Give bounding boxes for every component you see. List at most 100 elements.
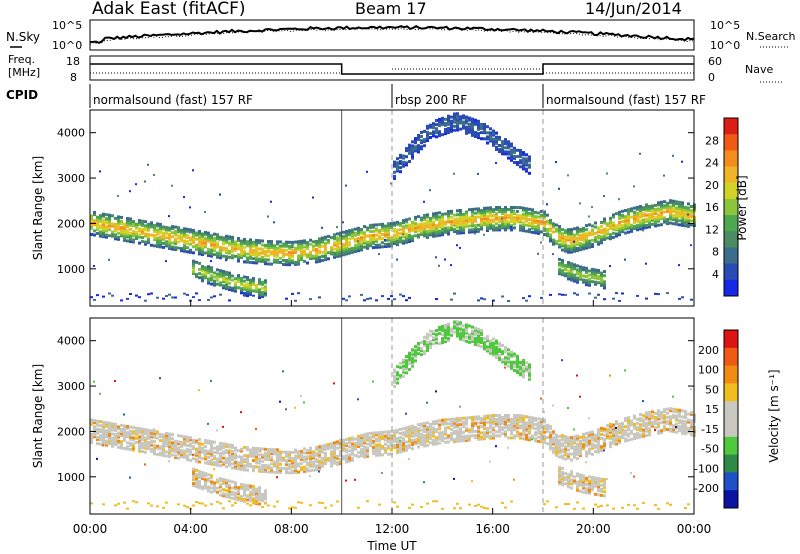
echo-cell <box>498 420 501 424</box>
echo-cell <box>441 431 444 434</box>
echo-cell <box>300 458 303 461</box>
echo-cell <box>549 443 552 447</box>
echo-cell <box>258 465 261 469</box>
echo-cell <box>501 428 504 432</box>
echo-cell <box>483 206 486 210</box>
echo-cell <box>624 258 626 261</box>
echo-cell <box>135 183 137 186</box>
echo-cell <box>408 368 411 371</box>
echo-cell <box>357 228 360 232</box>
echo-cell <box>93 435 96 439</box>
echo-cell <box>681 160 683 163</box>
echo-cell <box>219 493 222 497</box>
echo-cell <box>432 440 435 444</box>
echo-cell <box>339 239 342 243</box>
echo-cell <box>144 442 147 446</box>
echo-cell <box>495 430 498 434</box>
echo-cell <box>216 276 219 280</box>
echo-cell <box>303 469 306 473</box>
echo-cell <box>519 363 522 367</box>
echo-cell <box>561 273 564 277</box>
echo-cell <box>558 235 561 239</box>
echo-cell <box>465 331 468 335</box>
echo-cell <box>555 435 558 439</box>
echo-cell <box>645 427 648 431</box>
echo-cell <box>642 220 645 224</box>
echo-cell <box>402 366 405 370</box>
echo-cell <box>531 418 534 422</box>
echo-cell <box>585 476 588 480</box>
echo-cell <box>597 481 600 485</box>
echo-cell <box>519 367 522 371</box>
echo-cell <box>402 441 405 445</box>
echo-cell <box>618 428 621 432</box>
echo-cell <box>591 446 594 450</box>
echo-cell <box>108 421 111 425</box>
echo-cell <box>228 453 231 457</box>
echo-cell <box>327 459 330 463</box>
echo-cell <box>204 474 207 478</box>
echo-cell <box>171 433 174 437</box>
echo-cell <box>213 481 216 485</box>
echo-cell <box>132 220 135 224</box>
echo-cell <box>480 435 483 439</box>
echo-cell <box>546 219 549 223</box>
echo-cell <box>348 249 351 253</box>
echo-cell <box>345 450 348 454</box>
echo-cell <box>192 471 195 475</box>
echo-cell <box>417 136 420 140</box>
echo-cell <box>627 424 630 428</box>
echo-cell <box>684 212 687 216</box>
echo-cell <box>237 486 240 490</box>
echo-cell <box>192 235 195 238</box>
echo-cell <box>324 237 327 241</box>
echo-cell <box>528 295 531 298</box>
echo-cell <box>273 452 276 456</box>
echo-cell <box>198 450 201 454</box>
echo-cell <box>486 420 489 424</box>
echo-cell <box>141 236 144 239</box>
echo-cell <box>426 135 429 138</box>
echo-cell <box>393 445 396 449</box>
echo-cell <box>435 135 438 139</box>
echo-cell <box>573 245 576 249</box>
echo-cell <box>411 356 414 360</box>
echo-cell <box>519 214 522 218</box>
echo-cell <box>222 276 225 280</box>
echo-cell <box>603 270 606 274</box>
echo-cell <box>246 498 249 502</box>
echo-cell <box>564 482 567 486</box>
echo-cell <box>531 426 534 430</box>
echo-cell <box>651 214 654 218</box>
echo-cell <box>447 339 450 342</box>
echo-cell <box>423 436 426 440</box>
echo-cell <box>432 500 435 503</box>
echo-cell <box>114 441 117 445</box>
echo-cell <box>213 247 216 250</box>
echo-cell <box>603 284 606 288</box>
echo-cell <box>459 323 462 327</box>
echo-cell <box>153 234 156 238</box>
power-ylabel: Slant Range [km] <box>31 156 45 260</box>
echo-cell <box>489 206 492 210</box>
echo-cell <box>471 434 474 438</box>
echo-cell <box>198 250 201 254</box>
echo-cell <box>351 446 354 450</box>
echo-cell <box>456 229 459 233</box>
echo-cell <box>210 282 213 286</box>
echo-cell <box>198 469 201 473</box>
echo-cell <box>303 239 306 243</box>
echo-cell <box>579 473 582 477</box>
echo-cell <box>615 292 618 295</box>
echo-cell <box>576 472 579 476</box>
echo-cell <box>474 211 477 215</box>
echo-cell <box>258 502 261 506</box>
echo-cell <box>396 447 399 451</box>
echo-cell <box>447 129 450 132</box>
echo-cell <box>336 246 339 250</box>
echo-cell <box>354 445 357 449</box>
echo-cell <box>114 216 117 220</box>
echo-cell <box>231 274 234 278</box>
echo-cell <box>225 247 228 251</box>
echo-cell <box>93 223 96 227</box>
